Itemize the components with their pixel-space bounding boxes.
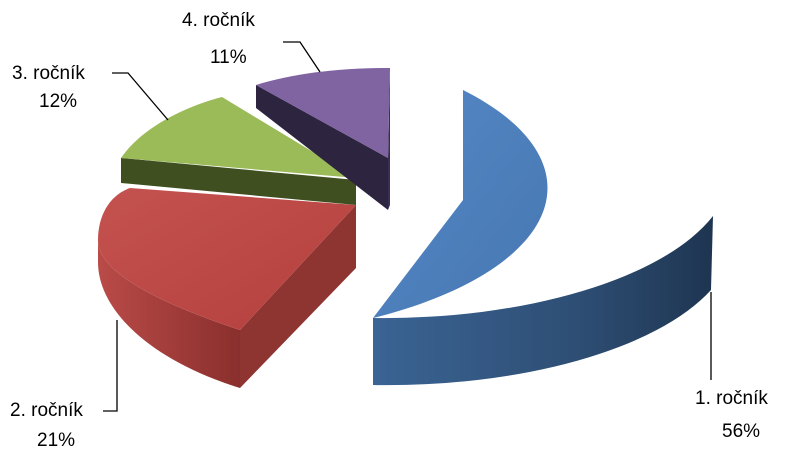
data-label-1-rocnik-name: 1. ročník <box>695 388 768 409</box>
data-label-2-rocnik-name: 2. ročník <box>10 400 83 421</box>
leader-line-4-rocnik <box>283 41 321 73</box>
slice-3-rocnik <box>121 97 356 205</box>
slice-2-rocnik <box>98 188 356 388</box>
slice-4-rocnik-top <box>256 68 390 158</box>
data-label-4-rocnik-name: 4. ročník <box>182 10 255 31</box>
slice-4-rocnik-side-right <box>388 68 390 210</box>
data-label-3-rocnik-value: 12% <box>39 91 77 112</box>
slice-1-rocnik-side <box>373 216 713 386</box>
slice-1-rocnik-top <box>373 90 548 318</box>
slice-4-rocnik <box>256 68 390 210</box>
slice-3-rocnik-side <box>121 158 356 205</box>
data-label-1-rocnik-value: 56% <box>722 421 760 442</box>
leader-line-2-rocnik <box>103 320 118 412</box>
leader-line-3-rocnik <box>112 72 169 121</box>
slice-4-rocnik-side <box>256 85 388 210</box>
data-label-4-rocnik-value: 11% <box>210 47 247 68</box>
slice-1-rocnik <box>373 90 713 386</box>
data-label-3-rocnik-name: 3. ročník <box>12 63 85 84</box>
slice-2-rocnik-side-cut <box>240 205 356 388</box>
slice-2-rocnik-side-outer <box>98 240 240 388</box>
slice-2-rocnik-top <box>98 188 356 330</box>
slice-3-rocnik-top <box>121 97 356 178</box>
data-label-2-rocnik-value: 21% <box>37 430 75 450</box>
